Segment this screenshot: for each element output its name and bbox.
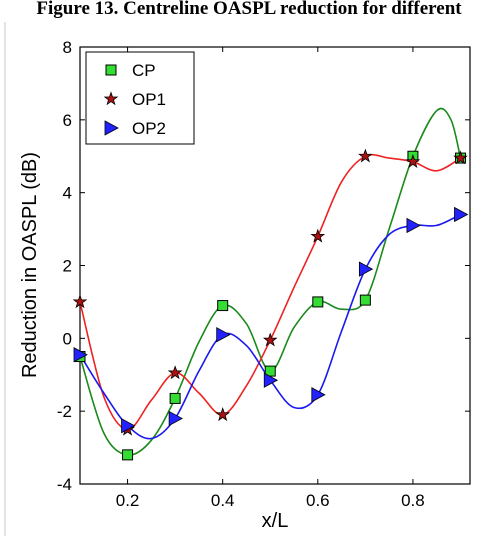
data-point-op1 bbox=[453, 150, 468, 165]
data-point-op2 bbox=[121, 418, 136, 434]
legend-marker-cp bbox=[105, 64, 117, 76]
y-tick-label: 2 bbox=[63, 257, 72, 276]
legend-marker-op2 bbox=[104, 120, 119, 136]
legend-box bbox=[85, 51, 195, 145]
x-axis-label: x/L bbox=[262, 510, 289, 532]
y-tick-label: 6 bbox=[63, 111, 72, 130]
data-point-op1 bbox=[215, 407, 231, 422]
data-point-op2 bbox=[263, 372, 279, 388]
y-tick-label: 4 bbox=[63, 184, 72, 203]
series-curves bbox=[79, 107, 462, 456]
data-point-cp bbox=[359, 294, 371, 306]
data-point-op1 bbox=[167, 365, 183, 380]
axis-ticks: 0.2 0.4 0.6 0.8 -4 -2 0 2 4 6 8 bbox=[57, 38, 470, 510]
data-point-op1 bbox=[358, 148, 373, 163]
y-tick-label: 0 bbox=[63, 329, 72, 348]
figure-caption: Figure 13. Centreline OASPL reduction fo… bbox=[36, 0, 462, 19]
legend-marker-op1 bbox=[103, 91, 119, 106]
data-point-op2 bbox=[358, 261, 374, 277]
x-tick-label: 0.6 bbox=[306, 491, 330, 510]
y-axis-label: Reduction in OASPL (dB) bbox=[19, 152, 41, 378]
y-tick-label: 8 bbox=[63, 38, 72, 57]
data-point-op2 bbox=[454, 206, 469, 223]
data-point-op2 bbox=[73, 347, 88, 363]
data-point-cp bbox=[312, 296, 324, 308]
x-tick-label: 0.4 bbox=[211, 491, 235, 510]
y-tick-label: -2 bbox=[57, 402, 72, 421]
data-point-op1 bbox=[262, 332, 278, 347]
data-point-cp bbox=[122, 449, 134, 461]
series-line-op2 bbox=[79, 213, 461, 440]
legend-label-op1: OP1 bbox=[132, 90, 166, 109]
legend: CP OP1 OP2 bbox=[85, 51, 195, 145]
data-point-op1 bbox=[405, 153, 421, 169]
data-point-op2 bbox=[311, 387, 326, 403]
data-point-cp bbox=[169, 392, 181, 404]
x-tick-label: 0.8 bbox=[401, 491, 425, 510]
data-point-op1 bbox=[72, 294, 88, 309]
series-markers bbox=[72, 148, 469, 461]
data-point-cp bbox=[217, 300, 229, 312]
x-tick-label: 0.2 bbox=[116, 491, 140, 510]
y-tick-label: -4 bbox=[57, 475, 72, 494]
data-point-op2 bbox=[216, 327, 231, 343]
legend-label-cp: CP bbox=[132, 61, 156, 80]
legend-label-op2: OP2 bbox=[132, 119, 166, 138]
data-point-op2 bbox=[406, 217, 421, 234]
series-line-op1 bbox=[79, 153, 461, 431]
data-point-op1 bbox=[310, 228, 326, 243]
data-point-op2 bbox=[168, 410, 183, 427]
